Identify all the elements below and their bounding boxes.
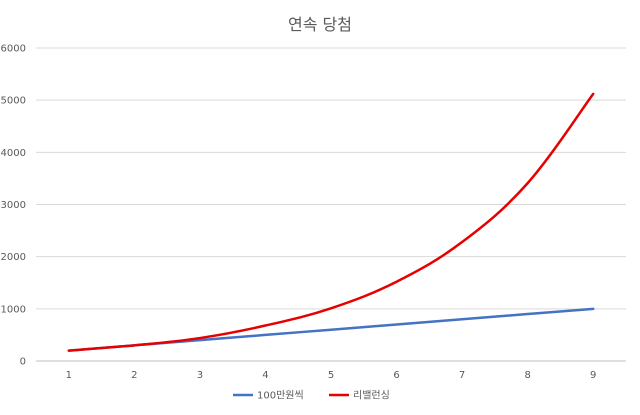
legend-item-2: 리밸런싱 <box>329 390 390 402</box>
x-tick-label: 4 <box>262 370 268 381</box>
series-lines <box>67 92 595 352</box>
y-tick-label: 6000 <box>1 44 26 55</box>
x-tick-label: 6 <box>393 370 399 381</box>
x-tick-label: 5 <box>328 370 334 381</box>
x-tick-label: 7 <box>459 370 465 381</box>
y-tick-label: 4000 <box>1 148 26 159</box>
series-line-2 <box>67 92 595 352</box>
y-tick-label: 2000 <box>1 252 26 263</box>
x-tick-label: 8 <box>524 370 530 381</box>
x-tick-label: 3 <box>197 370 203 381</box>
legend-label: 리밸런싱 <box>353 390 390 402</box>
x-tick-label: 1 <box>66 370 72 381</box>
x-tick-label: 9 <box>590 370 596 381</box>
y-tick-label: 1000 <box>1 304 26 315</box>
x-axis-ticks: 1 2 3 4 5 6 7 8 9 <box>66 370 597 381</box>
y-tick-label: 0 <box>20 357 26 368</box>
legend-label: 100만원씩 <box>257 390 304 402</box>
y-tick-label: 3000 <box>1 200 26 211</box>
y-axis-ticks: 0 1000 2000 3000 4000 5000 6000 <box>1 44 26 368</box>
legend-item-1: 100만원씩 <box>233 390 304 402</box>
gridlines <box>36 47 626 362</box>
x-tick-label: 2 <box>131 370 137 381</box>
legend: 100만원씩 리밸런싱 <box>233 390 390 402</box>
y-tick-label: 5000 <box>1 96 26 107</box>
chart-title: 연속 당첨 <box>288 15 352 34</box>
